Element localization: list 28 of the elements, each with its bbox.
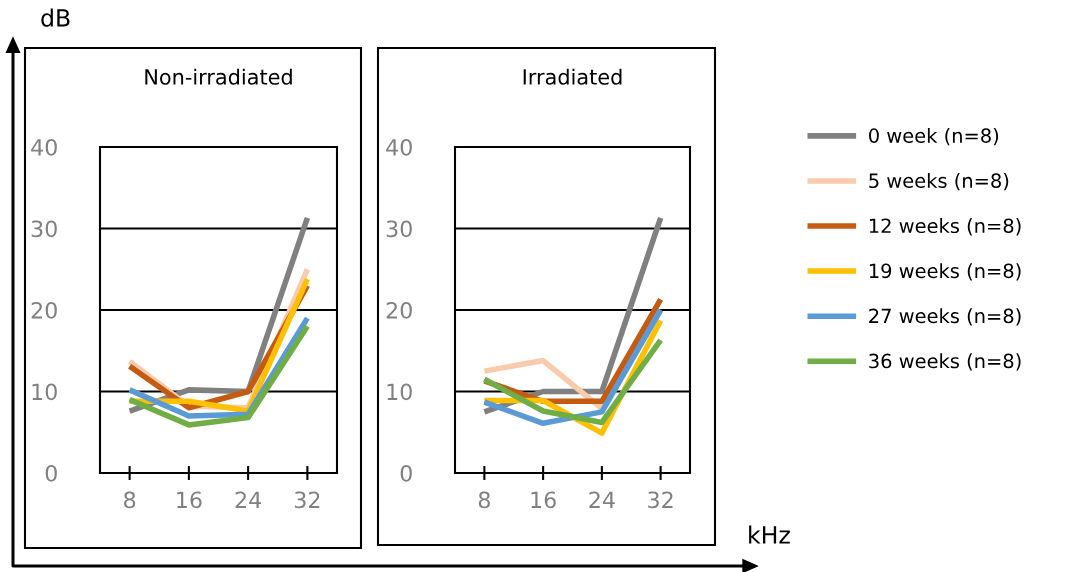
- legend-label: 0 week (n=8): [869, 127, 999, 146]
- y-tick-label: 20: [386, 301, 412, 319]
- x-tick-label: 24: [589, 491, 615, 508]
- y-tick-label: 10: [32, 383, 57, 401]
- y-tick-label: 40: [386, 138, 412, 156]
- y-tick-label: 0: [45, 464, 57, 482]
- x-tick-label: 16: [531, 491, 556, 509]
- chart-title: Irradiated: [523, 68, 622, 85]
- y-tick-label: 20: [31, 301, 57, 319]
- legend-label: 19 weeks (n=8): [869, 263, 1021, 281]
- y-axis-title: dB: [41, 8, 70, 27]
- x-tick-label: 8: [478, 491, 490, 509]
- y-tick-label: 10: [387, 383, 412, 401]
- legend-label: 5 weeks (n=8): [869, 172, 1009, 191]
- legend-label: 36 weeks (n=8): [869, 353, 1021, 371]
- x-tick-label: 8: [124, 491, 136, 509]
- legend-label: 27 weeks (n=8): [869, 308, 1021, 326]
- y-tick-label: 30: [31, 220, 57, 238]
- y-tick-label: 30: [386, 220, 412, 238]
- x-tick-label: 32: [294, 491, 320, 509]
- legend-label: 12 weeks (n=8): [869, 218, 1021, 236]
- x-tick-label: 32: [648, 491, 673, 509]
- y-tick-label: 40: [31, 138, 57, 156]
- y-tick-label: 0: [400, 464, 412, 482]
- x-tick-label: 16: [177, 491, 202, 509]
- chart-title: Non-irradiated: [145, 68, 292, 85]
- x-axis-title: kHz: [749, 525, 790, 544]
- x-tick-label: 24: [235, 491, 262, 508]
